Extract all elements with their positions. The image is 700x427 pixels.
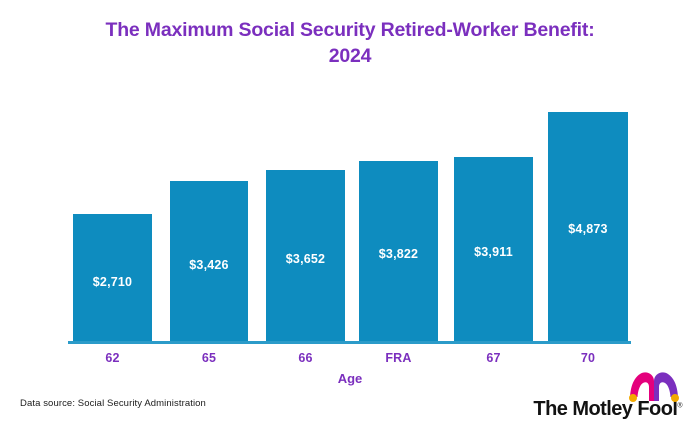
bar-value-label: $3,822 bbox=[378, 247, 419, 261]
brand-logo: The Motley Fool® bbox=[533, 372, 683, 420]
x-axis-line bbox=[68, 341, 631, 344]
x-axis-title: Age bbox=[337, 371, 363, 386]
x-tick-label-70: 70 bbox=[580, 351, 596, 365]
chart-title-line-1: The Maximum Social Security Retired-Work… bbox=[105, 19, 595, 41]
x-tick-label-67: 67 bbox=[486, 351, 501, 365]
trademark-symbol: ® bbox=[677, 402, 682, 410]
chart-title-line-2: 2024 bbox=[328, 44, 372, 67]
x-tick-label-62: 62 bbox=[105, 351, 120, 365]
bar-70[interactable]: $4,873 bbox=[548, 112, 628, 341]
bar-value-label: $3,652 bbox=[285, 252, 326, 266]
brand-wordmark: The Motley Fool® bbox=[533, 399, 682, 419]
chart-title: The Maximum Social Security Retired-Work… bbox=[60, 18, 640, 69]
bar-66[interactable]: $3,652 bbox=[266, 170, 345, 341]
bar-fra[interactable]: $3,822 bbox=[359, 161, 438, 341]
bar-value-label: $2,710 bbox=[92, 275, 133, 289]
x-tick-label-65: 65 bbox=[201, 351, 217, 365]
bar-62[interactable]: $2,710 bbox=[73, 214, 152, 341]
bar-value-label: $3,426 bbox=[189, 258, 229, 272]
x-tick-label-66: 66 bbox=[298, 351, 313, 365]
jester-hat-icon bbox=[627, 372, 681, 407]
bar-value-label: $3,911 bbox=[474, 245, 513, 259]
bar-67[interactable]: $3,911 bbox=[454, 157, 533, 341]
data-source-note: Data source: Social Security Administrat… bbox=[20, 398, 206, 409]
bar-value-label: $4,873 bbox=[568, 222, 608, 236]
x-tick-label-fra: FRA bbox=[385, 351, 412, 365]
bar-65[interactable]: $3,426 bbox=[170, 181, 248, 341]
brand-name-text: The Motley Fool bbox=[533, 398, 678, 420]
